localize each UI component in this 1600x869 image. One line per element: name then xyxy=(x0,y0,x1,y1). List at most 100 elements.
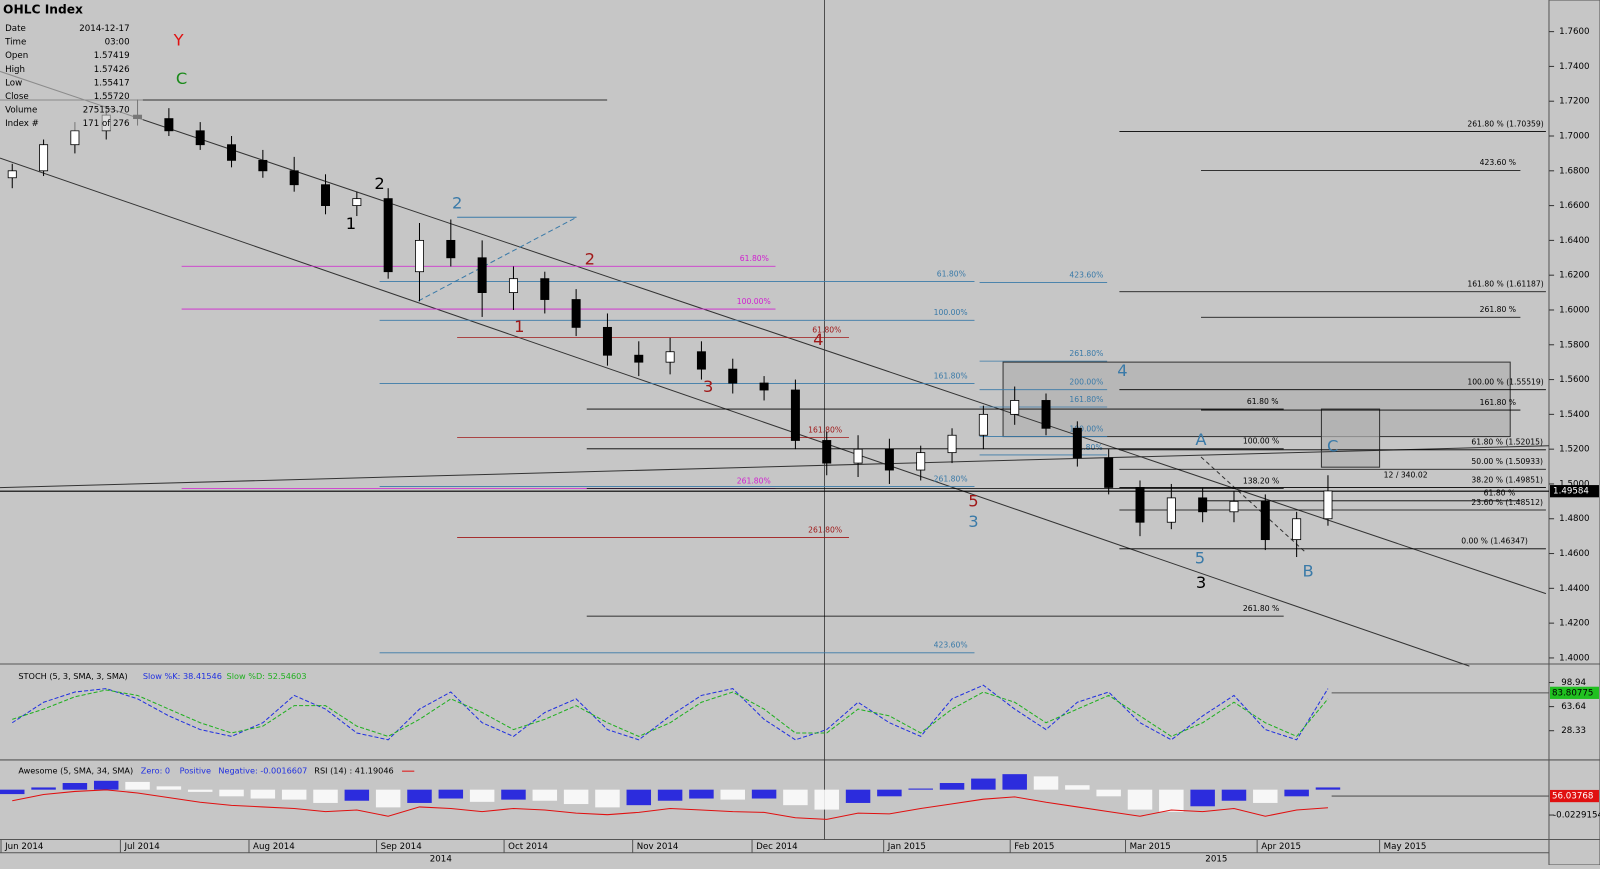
x-tick-label: Dec 2014 xyxy=(756,842,798,852)
candle-body xyxy=(446,239,456,259)
awesome-negative: Negative: -0.0016607 xyxy=(218,766,307,776)
fib-label: 23.60 % (1.48512) xyxy=(1471,498,1543,507)
awesome-bar xyxy=(469,789,495,802)
y-tick-label: 1.5800 xyxy=(1559,340,1589,350)
candle-body xyxy=(39,144,49,172)
rsi-last-box xyxy=(1550,789,1599,803)
candle-body xyxy=(1041,400,1051,429)
wave-label: B xyxy=(1303,562,1314,581)
candle-body xyxy=(1072,427,1082,459)
awesome-bar xyxy=(1096,789,1121,797)
awesome-bar xyxy=(0,789,25,795)
wave-label: A xyxy=(1195,430,1207,449)
fib-label: 61.80% xyxy=(937,269,966,278)
awesome-bar xyxy=(93,780,119,790)
candle-body xyxy=(947,434,957,454)
wave-label: C xyxy=(1327,436,1338,455)
stoch-line xyxy=(11,684,1329,741)
y-tick-label: 28.33 xyxy=(1561,726,1586,736)
x-tick-label: Sep 2014 xyxy=(381,842,423,852)
candle-body xyxy=(1104,457,1114,488)
x-tick-label: Feb 2015 xyxy=(1014,842,1054,852)
candle-body xyxy=(1292,518,1302,541)
wave-label: 3 xyxy=(968,512,978,531)
fib-label: 138.20 % xyxy=(1243,476,1279,485)
y-tick-label: 1.5200 xyxy=(1559,445,1589,455)
y-tick-label: 98.94 xyxy=(1561,678,1586,688)
y-tick-label: 1.4200 xyxy=(1559,619,1589,629)
awesome-bar xyxy=(689,789,714,799)
fib-label: 61.80% xyxy=(740,254,769,263)
awesome-bar xyxy=(1315,787,1341,790)
awesome-bar xyxy=(156,786,182,790)
awesome-bar xyxy=(877,789,902,797)
y-tick-label: 1.6000 xyxy=(1559,305,1589,315)
y-tick-label: 1.5000 xyxy=(1559,479,1589,489)
candle-body xyxy=(1135,487,1145,523)
candle-body xyxy=(1323,490,1333,520)
x-tick-label: May 2015 xyxy=(1384,842,1427,852)
fib-label: 423.60% xyxy=(1069,270,1103,279)
wave-label: 2 xyxy=(585,250,595,269)
awesome-bar xyxy=(31,787,56,790)
stoch-last-box xyxy=(1550,686,1599,699)
y-tick-label: 1.5400 xyxy=(1559,410,1589,420)
candle-body xyxy=(383,198,393,273)
candle-body xyxy=(790,389,800,441)
candle-body xyxy=(759,382,769,391)
info-label: Volume xyxy=(5,105,37,115)
candle-body xyxy=(1229,500,1239,513)
awesome-bar xyxy=(971,778,996,790)
fib-label: 161.80% xyxy=(808,425,842,434)
awesome-bar xyxy=(125,781,150,790)
rsi-last-label: 56.03768 xyxy=(1552,792,1593,802)
awesome-bar xyxy=(1253,789,1278,803)
y-tick-label: 1.5600 xyxy=(1559,375,1589,385)
candle-body xyxy=(1260,500,1270,541)
candle-body xyxy=(634,354,644,363)
fib-label: 61.80 % xyxy=(1247,397,1279,406)
awesome-bar xyxy=(939,783,965,790)
awesome-bar xyxy=(407,789,432,803)
awesome-bar xyxy=(563,789,589,805)
fib-label: 261.80% xyxy=(934,474,968,483)
info-label: Index # xyxy=(5,119,39,129)
y-tick-label: -0.0229154 xyxy=(1553,811,1600,821)
x-tick-label: Jan 2015 xyxy=(887,842,926,852)
fib-label: 61.80% xyxy=(812,325,841,334)
fib-label: 100.00 % (1.55519) xyxy=(1467,378,1543,387)
wave-label: 5 xyxy=(968,491,978,510)
awesome-bar xyxy=(1159,789,1184,812)
rsi-line xyxy=(12,789,1328,820)
awesome-bar xyxy=(814,789,839,810)
year-label: 2014 xyxy=(430,854,453,864)
candle-body xyxy=(1198,497,1208,513)
fib-label: 200.00% xyxy=(1069,378,1103,387)
fib-label: 61.80 % xyxy=(1484,489,1516,498)
y-tick-label: 1.4000 xyxy=(1559,653,1589,663)
rsi-legend: RSI (14) : 41.19046 xyxy=(314,766,393,776)
wave-label: C xyxy=(176,69,187,88)
awesome-bar xyxy=(250,789,276,799)
zone-box xyxy=(1002,361,1511,438)
y-tick-label: 1.7400 xyxy=(1559,62,1589,72)
x-tick-label: Aug 2014 xyxy=(253,842,295,852)
wave-label: 1 xyxy=(514,317,524,336)
candle-body xyxy=(978,413,988,436)
candle-body xyxy=(884,448,894,471)
x-tick-label: Nov 2014 xyxy=(637,842,679,852)
wave-label: 1 xyxy=(346,214,356,233)
awesome-bar xyxy=(438,789,464,799)
candle-body xyxy=(696,351,706,370)
y-tick-label: 1.6600 xyxy=(1559,201,1589,211)
stoch-d-label: Slow %D: 52.54603 xyxy=(227,671,307,681)
fib-label: 161.80% xyxy=(1069,395,1103,404)
fib-label: 261.80% xyxy=(808,525,842,534)
awesome-bar xyxy=(501,789,526,800)
fib-label: 161.80 % (1.61187) xyxy=(1467,280,1543,289)
fib-label: 100.00% xyxy=(934,308,968,317)
candle-body xyxy=(352,198,362,207)
awesome-bar xyxy=(1002,774,1027,790)
